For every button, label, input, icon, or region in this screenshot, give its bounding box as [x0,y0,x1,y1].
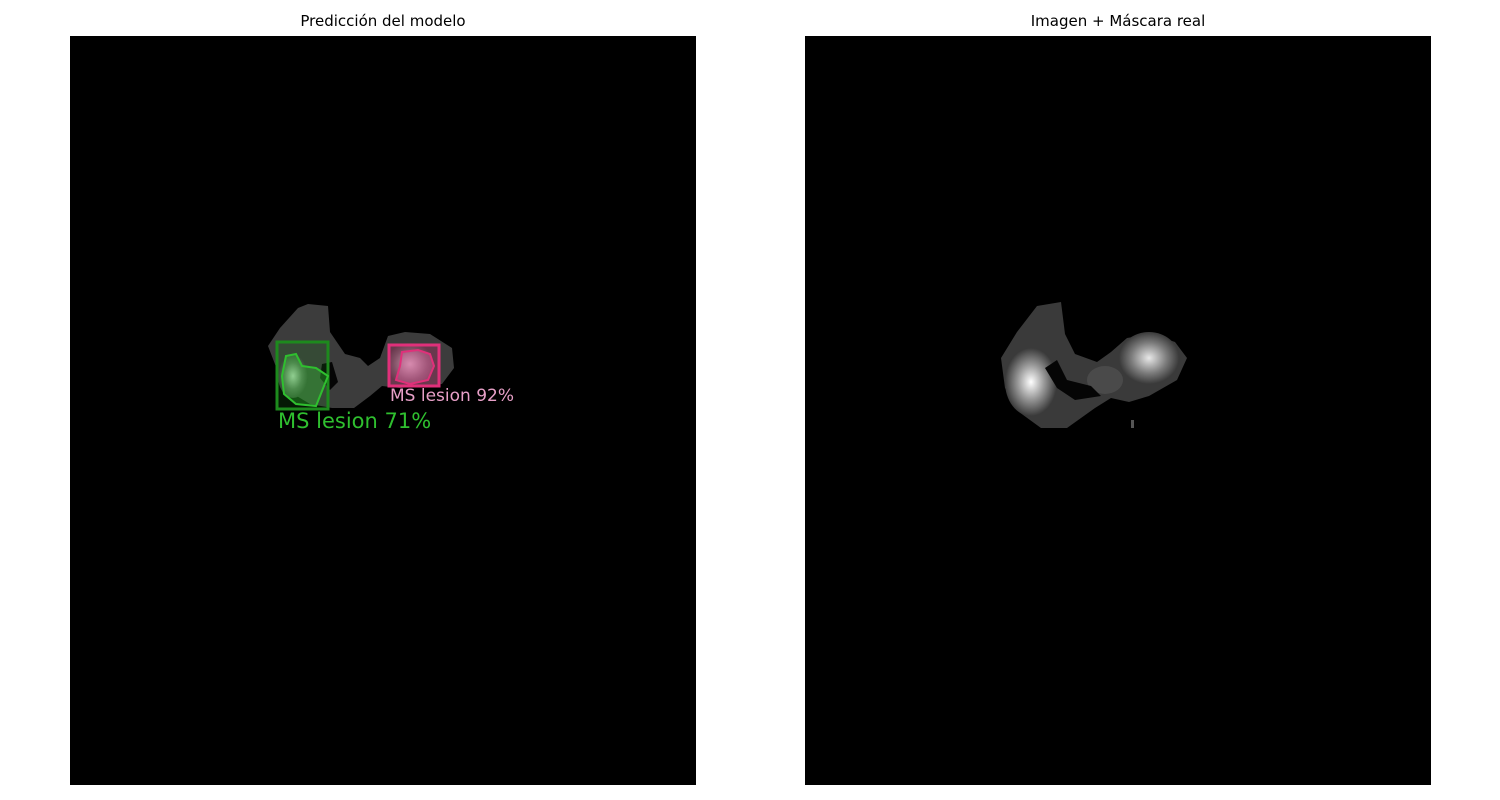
prediction-image: MS lesion 71% MS lesion 92% [70,36,696,785]
ground-truth-image [805,36,1431,785]
left-panel-title: Predicción del modelo [300,12,466,30]
detection-box-1 [275,340,330,411]
detection-box-2 [387,343,441,388]
ground-truth-scan [1001,302,1187,428]
detection-label-2: MS lesion 92% [390,386,514,406]
prediction-scan [268,304,454,411]
detection-label-1: MS lesion 71% [278,409,432,433]
right-panel-title: Imagen + Máscara real [1030,12,1206,30]
